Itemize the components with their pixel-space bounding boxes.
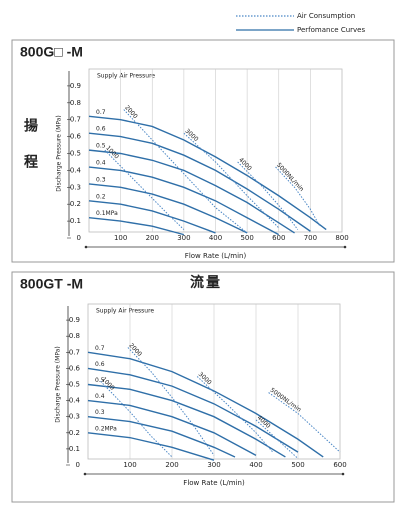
flow-annotation: 流量 bbox=[190, 274, 222, 291]
performance-curve bbox=[87, 432, 215, 461]
x-tick-label: 100 bbox=[123, 461, 136, 469]
curve-label: 0.5 bbox=[96, 143, 106, 150]
y-tick-label: 0.1 bbox=[69, 445, 80, 453]
x-tick-label: 100 bbox=[114, 234, 127, 242]
curve-label: 0.6 bbox=[96, 126, 106, 133]
y-tick-label: 0.6 bbox=[70, 133, 82, 141]
air-label: 5000NL/min bbox=[269, 387, 303, 414]
curve-label: 0.3 bbox=[95, 409, 105, 416]
air-curve bbox=[127, 347, 215, 456]
performance-curve bbox=[87, 351, 324, 458]
y-tick-label: 0.2 bbox=[69, 429, 80, 437]
x-axis-label: Flow Rate (L/min) bbox=[185, 252, 247, 260]
performance-curve bbox=[88, 200, 216, 234]
y-tick-label: 0.4 bbox=[70, 166, 82, 174]
performance-curve bbox=[88, 166, 280, 236]
legend-label: Perfomance Curves bbox=[297, 26, 365, 34]
curve-label: 0.3 bbox=[96, 176, 106, 183]
y-tick-label: 0.2 bbox=[70, 200, 81, 208]
panel bbox=[11, 39, 395, 263]
performance-curve bbox=[88, 132, 311, 232]
x-tick-label: 400 bbox=[249, 461, 262, 469]
chart-title: 800GT -M bbox=[20, 276, 83, 292]
subtitle: Supply Air Pressure bbox=[97, 73, 155, 80]
y-tick-label: 0.7 bbox=[70, 116, 81, 124]
air-label: 5000NL/min bbox=[275, 162, 305, 194]
curve-label: 0.6 bbox=[95, 361, 105, 368]
y-tick-label: 0 bbox=[77, 234, 81, 242]
x-tick-label: 500 bbox=[240, 234, 253, 242]
axis-end bbox=[341, 472, 345, 476]
air-curve bbox=[268, 392, 341, 453]
y-tick-label: 0.9 bbox=[70, 82, 81, 90]
x-tick-label: 300 bbox=[177, 234, 190, 242]
y-tick-label: 0.8 bbox=[69, 332, 80, 340]
x-tick-label: 200 bbox=[165, 461, 178, 469]
performance-curve bbox=[88, 183, 248, 234]
air-curve bbox=[183, 132, 280, 229]
y-tick-label: 0 bbox=[76, 461, 80, 469]
y-tick-label: 0.1 bbox=[70, 217, 81, 225]
x-tick-label: 600 bbox=[333, 461, 346, 469]
performance-curve bbox=[88, 115, 327, 231]
curve-label: 0.2MPa bbox=[95, 425, 117, 432]
head-annotation: 揚程 bbox=[22, 117, 38, 190]
curve-label: 0.4 bbox=[96, 160, 106, 167]
x-axis-label: Flow Rate (L/min) bbox=[183, 479, 245, 487]
y-tick-label: 0.8 bbox=[70, 99, 81, 107]
x-tick-label: 500 bbox=[291, 461, 304, 469]
y-tick-label: 0.7 bbox=[69, 348, 80, 356]
curve-label: 0.1MPa bbox=[96, 210, 118, 217]
curve-label: 0.7 bbox=[95, 345, 105, 352]
y-tick-label: 0.3 bbox=[70, 183, 81, 191]
panel bbox=[11, 271, 395, 503]
curve-label: 0.4 bbox=[95, 393, 105, 400]
air-curve bbox=[100, 380, 173, 458]
axis-end bbox=[84, 245, 88, 249]
y-tick-label: 0.5 bbox=[70, 150, 81, 158]
air-curve bbox=[123, 109, 248, 234]
x-tick-label: 700 bbox=[304, 234, 317, 242]
subtitle: Supply Air Pressure bbox=[96, 308, 154, 315]
performance-curve bbox=[87, 383, 286, 458]
y-tick-label: 0.5 bbox=[69, 381, 80, 389]
performance-curve bbox=[88, 217, 185, 236]
air-curve bbox=[196, 376, 274, 453]
y-tick-label: 0.4 bbox=[69, 397, 81, 405]
x-tick-label: 600 bbox=[272, 234, 285, 242]
y-tick-label: 0.9 bbox=[69, 316, 80, 324]
chart-title: 800G□ -M bbox=[20, 44, 83, 60]
y-axis-label: Discharge Pressure (MPa) bbox=[55, 346, 62, 422]
performance-curve bbox=[88, 149, 295, 234]
performance-curve bbox=[87, 416, 236, 458]
performance-curve bbox=[87, 399, 257, 456]
y-tick-label: 0.6 bbox=[69, 364, 81, 372]
y-axis-label: Discharge Pressure (MPa) bbox=[56, 115, 63, 191]
air-curve bbox=[255, 419, 299, 459]
x-tick-label: 400 bbox=[209, 234, 222, 242]
axis-end bbox=[343, 245, 347, 249]
x-tick-label: 800 bbox=[335, 234, 348, 242]
x-tick-label: 200 bbox=[146, 234, 159, 242]
curve-label: 0.2 bbox=[96, 193, 106, 200]
curve-label: 0.7 bbox=[96, 109, 106, 116]
air-curve bbox=[275, 166, 321, 227]
x-tick-label: 300 bbox=[207, 461, 220, 469]
curve-label: 0.5 bbox=[95, 377, 105, 384]
legend-label: Air Consumption bbox=[297, 12, 355, 20]
performance-curve bbox=[87, 367, 299, 453]
axis-end bbox=[83, 472, 87, 476]
y-tick-label: 0.3 bbox=[69, 413, 80, 421]
